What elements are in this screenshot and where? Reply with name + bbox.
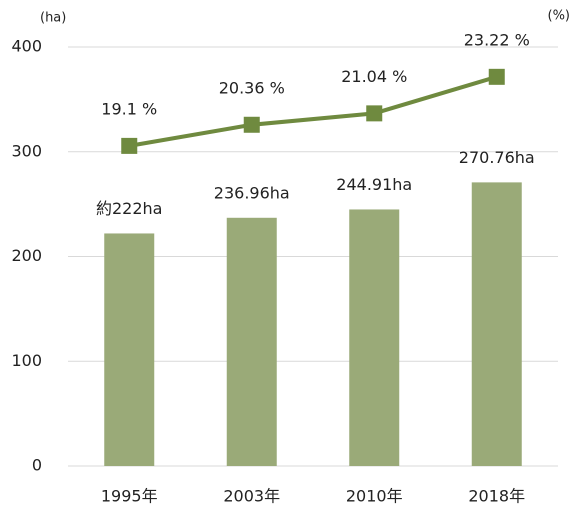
y-tick-label: 400 [11,37,42,56]
line-label: 20.36 % [219,78,285,97]
bar [226,217,277,466]
line-label: 21.04 % [341,67,407,86]
bar [471,182,522,466]
bar [104,233,155,466]
bar [349,209,400,466]
line-marker [366,105,383,122]
x-tick-label: 2003年 [223,487,280,506]
y-tick-label: 300 [11,141,42,160]
bar-label: 236.96ha [214,183,290,202]
bar-label: 約222ha [96,199,163,218]
bar-label: 244.91ha [336,175,412,194]
line-marker [121,137,138,154]
line-label: 23.22 % [464,30,530,49]
bar-label: 270.76ha [459,148,535,167]
x-tick-label: 2018年 [468,487,525,506]
y-tick-label: 0 [32,456,42,475]
line-marker [243,116,260,133]
line-label: 19.1 % [101,99,157,118]
x-tick-label: 2010年 [346,487,403,506]
y-tick-label: 100 [11,351,42,370]
x-tick-label: 1995年 [101,487,158,506]
line [128,74,498,148]
y2-unit: (%) [548,9,571,24]
y-unit: (ha) [40,11,66,26]
y-tick-label: 200 [11,246,42,265]
line-marker [488,68,505,85]
